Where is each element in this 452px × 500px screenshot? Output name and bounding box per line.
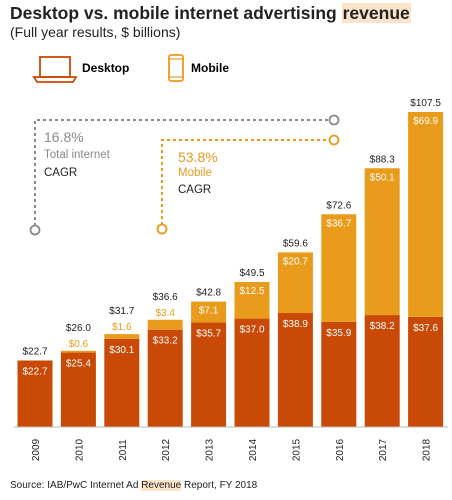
data-label-mobile-2010: $0.6 [69, 339, 89, 350]
source-text-end: Report, FY 2018 [181, 480, 258, 491]
legend-desktop-label: Desktop [82, 61, 129, 75]
total-cagr-connector [29, 114, 340, 236]
total-label-2017: $88.3 [370, 154, 395, 165]
x-tick-label-2010: 2010 [74, 438, 85, 461]
x-tick-label-2014: 2014 [248, 438, 259, 461]
data-label-mobile-2017: $50.1 [370, 172, 395, 183]
total-cagr-caption: CAGR [44, 167, 77, 179]
total-label-2016: $72.6 [326, 200, 351, 211]
bar-layer: $22.7 $22.7 2009 $25.4 $0.6 $26.0 2010 $30.1 $1.… [17, 98, 444, 461]
data-label-mobile-2018: $69.9 [413, 116, 438, 127]
data-label-mobile-2015: $20.7 [283, 256, 308, 267]
x-tick-label-2009: 2009 [31, 438, 42, 461]
data-label-mobile-2014: $12.5 [239, 286, 264, 297]
data-label-mobile-2013: $7.1 [199, 306, 219, 317]
total-label-2014: $49.5 [239, 268, 264, 279]
source-text: Source: IAB/PwC Internet Ad [10, 480, 142, 491]
data-label-desktop-2011: $30.1 [109, 345, 134, 356]
chart-subtitle: (Full year results, $ billions) [10, 24, 181, 40]
total-label-2010: $26.0 [66, 323, 91, 334]
mobile-cagr-connector [156, 134, 340, 235]
total-label-2011: $31.7 [109, 306, 134, 317]
bar-desktop-2016 [321, 321, 357, 427]
total-cagr-value: 16.8% [44, 129, 84, 145]
bar-mobile-2013 [191, 301, 227, 323]
data-label-desktop-2013: $35.7 [196, 328, 221, 339]
x-tick-label-2018: 2018 [422, 438, 433, 461]
x-tick-label-2012: 2012 [161, 438, 172, 461]
data-label-mobile-2011: $1.6 [112, 322, 132, 333]
data-label-desktop-2012: $33.2 [153, 336, 178, 347]
mobile-cagr-value: 53.8% [178, 149, 218, 165]
data-label-desktop-2018: $37.6 [413, 323, 438, 334]
data-label-desktop-2010: $25.4 [66, 359, 91, 370]
data-label-desktop-2015: $38.9 [283, 319, 308, 330]
x-tick-label-2013: 2013 [205, 438, 216, 461]
bar-mobile-2014 [234, 281, 270, 319]
bar-desktop-2013 [191, 322, 227, 427]
source-highlight: Revenue [141, 480, 182, 491]
x-tick-label-2017: 2017 [378, 438, 389, 461]
bar-desktop-2018 [408, 316, 444, 427]
title-text: Desktop vs. mobile internet advertising [10, 3, 342, 23]
data-label-mobile-2012: $3.4 [155, 308, 175, 319]
total-label-2009: $22.7 [22, 346, 47, 357]
bar-mobile-2017 [364, 168, 400, 316]
bar-mobile-2010 [60, 350, 96, 353]
mobile-phone-icon [168, 54, 184, 82]
legend-mobile-label: Mobile [191, 61, 229, 75]
bar-mobile-2015 [277, 252, 313, 314]
total-label-2012: $36.6 [153, 292, 178, 303]
data-label-desktop-2017: $38.2 [370, 321, 395, 332]
chart-title: Desktop vs. mobile internet advertising … [10, 3, 411, 24]
title-highlight: revenue [341, 3, 411, 23]
mobile-cagr-label: Mobile [178, 167, 212, 179]
bar-mobile-2012 [147, 319, 183, 330]
bar-desktop-2014 [234, 318, 270, 427]
x-tick-label-2016: 2016 [335, 438, 346, 461]
data-label-mobile-2016: $36.7 [326, 218, 351, 229]
x-tick-label-2011: 2011 [118, 439, 129, 461]
total-label-2013: $42.8 [196, 288, 221, 299]
bar-desktop-2011 [104, 338, 140, 427]
total-cagr-label: Total internet [44, 149, 111, 161]
data-label-desktop-2016: $35.9 [326, 328, 351, 339]
laptop-icon [32, 56, 78, 83]
source-note: Source: IAB/PwC Internet Ad Revenue Repo… [10, 480, 257, 491]
total-label-2018: $107.5 [410, 98, 441, 109]
data-label-desktop-2014: $37.0 [239, 325, 264, 336]
bar-desktop-2015 [277, 313, 313, 427]
total-label-2015: $59.6 [283, 238, 308, 249]
data-label-desktop-2009: $22.7 [22, 366, 47, 377]
bar-mobile-2016 [321, 214, 357, 322]
x-tick-label-2015: 2015 [291, 438, 302, 461]
bar-desktop-2012 [147, 329, 183, 427]
bar-mobile-2011 [104, 334, 140, 339]
mobile-cagr-caption: CAGR [178, 184, 211, 196]
bar-desktop-2010 [60, 352, 96, 427]
bar-mobile-2018 [408, 112, 444, 317]
bar-desktop-2009 [17, 360, 53, 427]
bar-desktop-2017 [364, 315, 400, 427]
